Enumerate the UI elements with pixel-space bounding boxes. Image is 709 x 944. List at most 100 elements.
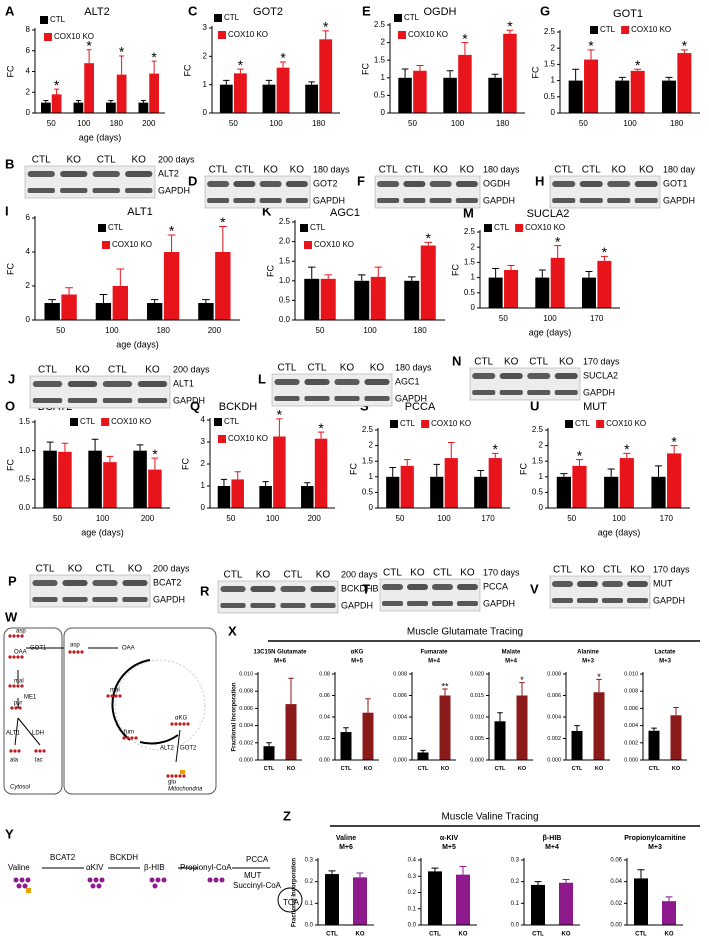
lane-label: KO bbox=[68, 564, 83, 575]
lane-label: KO bbox=[460, 165, 475, 176]
pathway-label: fum bbox=[124, 730, 134, 736]
chart-title: PCCA bbox=[405, 401, 436, 413]
band bbox=[554, 390, 578, 395]
x-tick-label: 100 bbox=[543, 314, 557, 323]
panel-letter: P bbox=[8, 573, 17, 588]
bar bbox=[51, 94, 62, 113]
panel-letter: Z bbox=[283, 808, 291, 823]
error-bar bbox=[665, 896, 673, 902]
legend-label: COX10 KO bbox=[606, 419, 646, 428]
error-bar bbox=[491, 73, 499, 78]
y-tick-label: 0.5 bbox=[374, 91, 386, 100]
lane-label: CTL bbox=[235, 165, 254, 176]
band bbox=[552, 581, 573, 587]
bar bbox=[667, 453, 682, 508]
error-bar bbox=[554, 245, 562, 258]
chart-title: Valine bbox=[336, 835, 356, 842]
blot-age: 180 day bbox=[663, 164, 696, 174]
bar bbox=[670, 715, 682, 760]
y-tick-label: 2 bbox=[26, 281, 31, 290]
error-bar bbox=[167, 234, 176, 252]
y-tick-label: 0.5 bbox=[532, 488, 544, 497]
chart-title: Lactate bbox=[654, 650, 676, 656]
lane-label: CTL bbox=[278, 363, 297, 374]
blot-row-label: GAPDH bbox=[153, 594, 185, 604]
pathway-label: mal bbox=[14, 679, 24, 685]
band bbox=[60, 171, 88, 177]
legend-swatch bbox=[40, 16, 48, 24]
x-tick-label: CTL bbox=[341, 766, 352, 772]
y-tick-label: 1.0 bbox=[19, 446, 31, 455]
error-bar bbox=[218, 226, 227, 252]
pathway-label: GOT1 bbox=[30, 646, 47, 652]
y-tick-label: 0.002 bbox=[239, 740, 253, 746]
error-bar bbox=[477, 470, 485, 477]
band bbox=[455, 198, 478, 203]
lane-label: CTL bbox=[209, 165, 228, 176]
y-tick-label: 0.0 bbox=[279, 315, 291, 324]
chart-title: αKG bbox=[351, 650, 364, 656]
y-tick-label: 0.006 bbox=[393, 693, 407, 699]
legend-swatch bbox=[390, 420, 398, 428]
panel-letter: G bbox=[540, 3, 550, 18]
band bbox=[27, 188, 55, 193]
cycle-arc bbox=[111, 659, 151, 741]
bar bbox=[535, 277, 550, 308]
y-tick-label: 0 bbox=[203, 108, 208, 117]
pathway-label: LDH bbox=[32, 731, 44, 737]
error-bar bbox=[492, 267, 500, 278]
error-bar bbox=[634, 68, 642, 71]
band bbox=[220, 586, 246, 592]
y-tick-label: 2 bbox=[381, 38, 386, 47]
legend-label: COX10 KO bbox=[112, 240, 152, 249]
pathway-label: mal bbox=[110, 688, 120, 694]
x-tick-label: KO bbox=[518, 766, 527, 772]
x-tick-label: 180 bbox=[312, 119, 326, 128]
legend-swatch bbox=[70, 418, 78, 426]
legend-label: COX10 KO bbox=[54, 32, 94, 41]
y-tick-label: 0.004 bbox=[624, 723, 638, 729]
y-tick-label: 0.3 bbox=[408, 874, 417, 880]
y-tick-label: 1 bbox=[381, 73, 386, 82]
x-axis-label: age (days) bbox=[529, 327, 572, 337]
x-tick-label: 200 bbox=[142, 119, 156, 128]
lane-label: KO bbox=[504, 357, 519, 368]
band bbox=[67, 381, 98, 387]
x-tick-label: 100 bbox=[451, 119, 465, 128]
legend-swatch bbox=[214, 418, 222, 426]
bar bbox=[319, 39, 333, 114]
y-tick-label: 2.5 bbox=[374, 20, 386, 29]
panel-letter: Q bbox=[190, 398, 200, 413]
bar bbox=[619, 458, 634, 508]
band bbox=[32, 381, 63, 387]
blot-row-label: GAPDH bbox=[483, 598, 515, 608]
error-bar bbox=[442, 688, 448, 696]
bar bbox=[400, 465, 414, 508]
error-bar bbox=[447, 441, 455, 459]
y-tick-label: 0.015 bbox=[470, 693, 484, 699]
arrow bbox=[175, 729, 181, 763]
bar bbox=[572, 465, 587, 508]
error-bar bbox=[304, 482, 311, 486]
bar bbox=[370, 276, 386, 320]
lane-label: KO bbox=[410, 568, 425, 579]
band bbox=[472, 373, 496, 379]
pathway-label: ala bbox=[10, 758, 19, 764]
x-tick-label: KO bbox=[287, 766, 296, 772]
y-tick-label: 2.5 bbox=[279, 217, 291, 226]
pathway-label: OAA bbox=[14, 650, 27, 656]
error-bar bbox=[150, 299, 159, 303]
error-bar bbox=[519, 682, 525, 696]
y-tick-label: 0.4 bbox=[408, 858, 417, 864]
band bbox=[137, 398, 168, 403]
y-axis-label: Fractional Incorporation bbox=[232, 682, 238, 751]
error-bar bbox=[618, 76, 626, 81]
bar bbox=[305, 84, 319, 113]
y-tick-label: 1.5 bbox=[362, 456, 374, 465]
bar bbox=[353, 877, 367, 925]
panel-letter: R bbox=[200, 583, 210, 598]
error-bar bbox=[136, 444, 144, 451]
error-bar bbox=[234, 471, 241, 480]
blot-age: 170 days bbox=[653, 564, 690, 574]
blot-age: 200 days bbox=[158, 154, 195, 164]
